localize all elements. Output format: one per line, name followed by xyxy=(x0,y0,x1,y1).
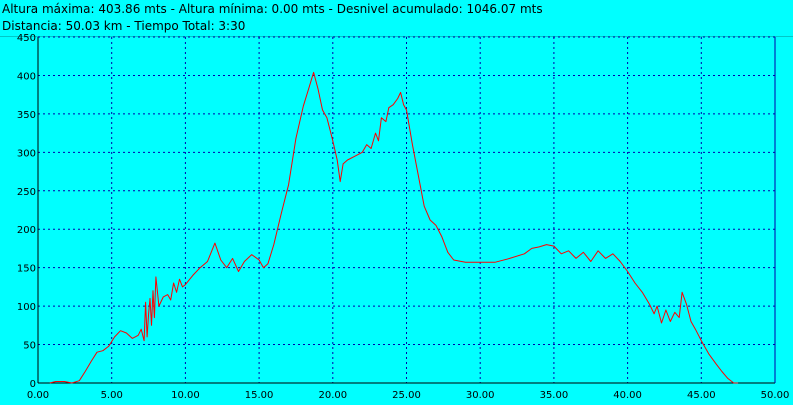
y-tick-label: 300 xyxy=(17,148,36,159)
summary-line-2: Distancia: 50.03 km - Tiempo Total: 3:30 xyxy=(2,19,246,33)
y-tick-label: 0 xyxy=(30,379,36,390)
x-tick-label: 45.00 xyxy=(687,390,716,401)
y-tick-label: 250 xyxy=(17,187,36,198)
x-tick-label: 15.00 xyxy=(245,390,274,401)
y-tick-label: 400 xyxy=(17,71,36,82)
x-tick-label: 25.00 xyxy=(392,390,421,401)
y-tick-label: 100 xyxy=(17,302,36,313)
x-tick-label: 0.00 xyxy=(27,390,49,401)
y-tick-label: 50 xyxy=(23,341,36,352)
x-tick-label: 5.00 xyxy=(101,390,123,401)
y-tick-label: 350 xyxy=(17,110,36,121)
elevation-line xyxy=(49,71,739,384)
x-tick-label: 20.00 xyxy=(318,390,347,401)
x-tick-label: 50.00 xyxy=(761,390,790,401)
x-tick-label: 35.00 xyxy=(540,390,569,401)
y-tick-label: 200 xyxy=(17,225,36,236)
x-tick-label: 40.00 xyxy=(613,390,642,401)
x-tick-label: 30.00 xyxy=(466,390,495,401)
chart-header: Altura máxima: 403.86 mts - Altura mínim… xyxy=(0,0,793,37)
summary-line-1: Altura máxima: 403.86 mts - Altura mínim… xyxy=(2,2,543,16)
y-tick-label: 450 xyxy=(17,33,36,44)
y-tick-label: 150 xyxy=(17,264,36,275)
x-tick-label: 10.00 xyxy=(171,390,200,401)
